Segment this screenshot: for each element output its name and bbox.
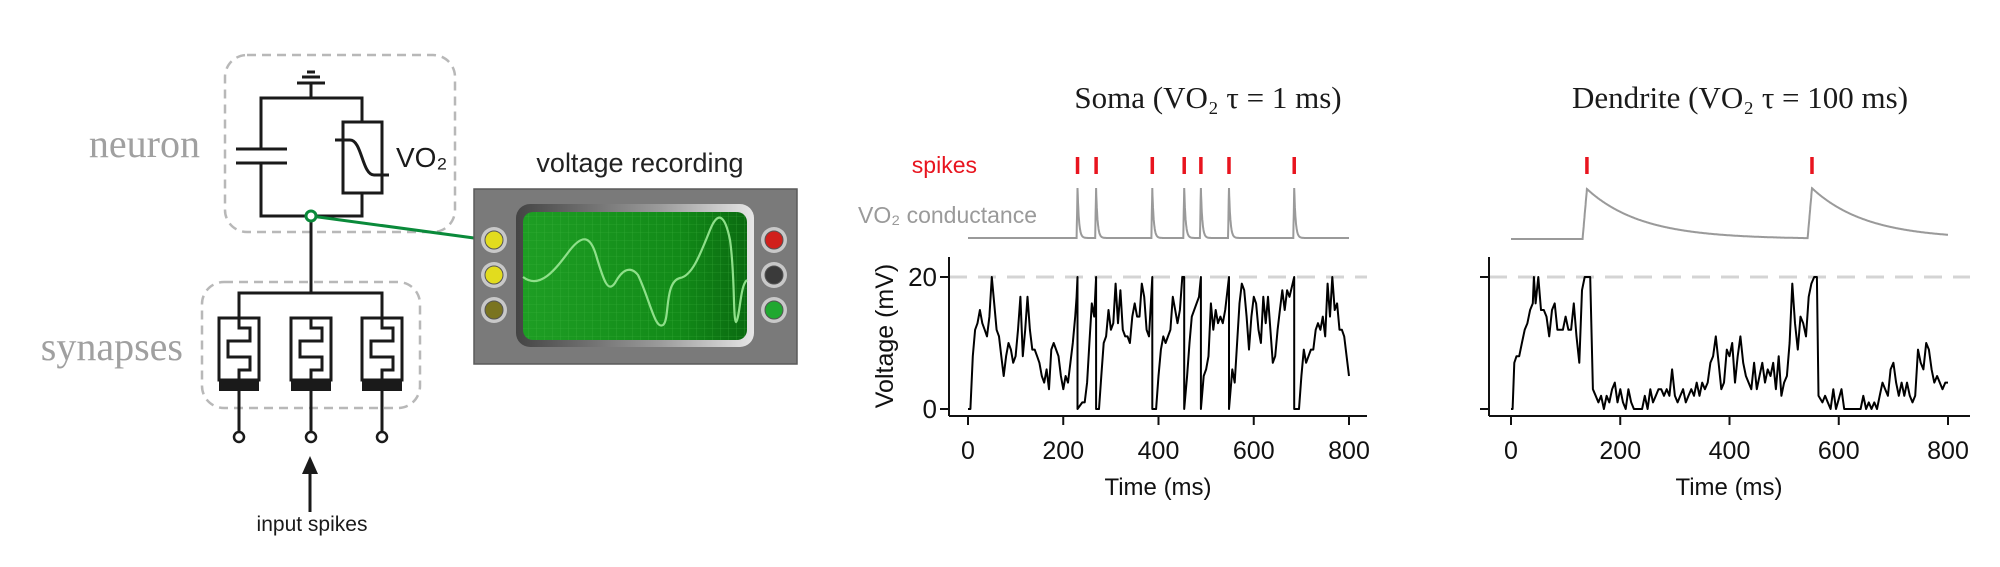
x-tick-label: 200: [1042, 437, 1084, 465]
vo2-conductance-label: VO₂ conductance: [858, 202, 1037, 228]
input-spikes-label: input spikes: [257, 513, 368, 536]
x-tick-label: 400: [1138, 437, 1180, 465]
synapse-element: [298, 318, 324, 380]
x-tick-label: 800: [1927, 437, 1969, 465]
scope-button-yellow-1[interactable]: [481, 227, 507, 253]
y-tick-label: 0: [923, 394, 937, 424]
synapse-element: [226, 318, 252, 380]
scope-grid: [523, 212, 747, 340]
scope-button-red[interactable]: [761, 227, 787, 253]
vo2-label: VO₂: [396, 142, 447, 173]
recording-node: [304, 209, 318, 223]
soma-title: Soma (VO₂ τ = 1 ms): [1074, 80, 1341, 115]
synapses-label: synapses: [41, 324, 183, 369]
input-arrow-icon: [302, 456, 318, 512]
input-terminal[interactable]: [232, 430, 246, 444]
vo2-conductance-trace: [968, 187, 1349, 239]
input-terminal[interactable]: [375, 430, 389, 444]
spikes-label: spikes: [912, 152, 977, 178]
x-tick-label: 600: [1233, 437, 1275, 465]
vo2-device-icon: [335, 120, 389, 195]
oscilloscope: voltage recording: [473, 148, 798, 365]
ground-icon: [297, 70, 325, 98]
top-wire: [259, 96, 364, 149]
soma-panel: Soma (VO₂ τ = 1 ms) spikes VO₂ conductan…: [858, 80, 1370, 501]
x-axis-label: Time (ms): [1675, 474, 1782, 501]
neuron-circuit-diagram: neuron VO₂ synapses input spikes: [41, 53, 475, 536]
capacitor-icon: [236, 147, 287, 165]
synapse-terminal-bar: [362, 380, 402, 391]
dendrite-title: Dendrite (VO₂ τ = 100 ms): [1572, 80, 1908, 115]
scope-button-yellow-2[interactable]: [481, 262, 507, 288]
probe-wire: [310, 214, 475, 240]
x-tick-label: 600: [1818, 437, 1860, 465]
voltage-trace: [1511, 276, 1948, 410]
x-tick-label: 0: [961, 437, 975, 465]
vo2-conductance-trace: [1511, 186, 1949, 240]
synapse-bus: [237, 291, 384, 318]
scope-button-green[interactable]: [761, 297, 787, 323]
neuron-label: neuron: [89, 121, 200, 166]
synapse-device-icon: [360, 316, 404, 444]
y-tick-label: 20: [908, 262, 937, 292]
x-tick-label: 800: [1328, 437, 1370, 465]
voltage-trace: [968, 276, 1350, 410]
bottom-wire: [259, 163, 364, 218]
scope-trace: [522, 216, 748, 327]
scope-buttons: [481, 227, 787, 323]
synapse-terminal-bar: [219, 380, 259, 391]
synapse-device-icon: [289, 316, 333, 444]
input-terminal[interactable]: [304, 430, 318, 444]
neuron-group-box: [223, 53, 457, 234]
synapse-terminal-bar: [291, 380, 331, 391]
y-axis-label: Voltage (mV): [871, 264, 899, 409]
synapse-element: [369, 318, 395, 380]
scope-button-olive[interactable]: [481, 297, 507, 323]
dendrite-panel: Dendrite (VO₂ τ = 100 ms) Time (ms) 0 200…: [1480, 80, 1970, 501]
x-tick-label: 400: [1709, 437, 1751, 465]
scope-button-dark[interactable]: [761, 262, 787, 288]
synapse-device-icon: [217, 316, 261, 444]
x-tick-label: 200: [1599, 437, 1641, 465]
voltage-recording-label: voltage recording: [536, 148, 743, 178]
x-tick-label: 0: [1504, 437, 1518, 465]
x-axis-label: Time (ms): [1104, 474, 1211, 501]
